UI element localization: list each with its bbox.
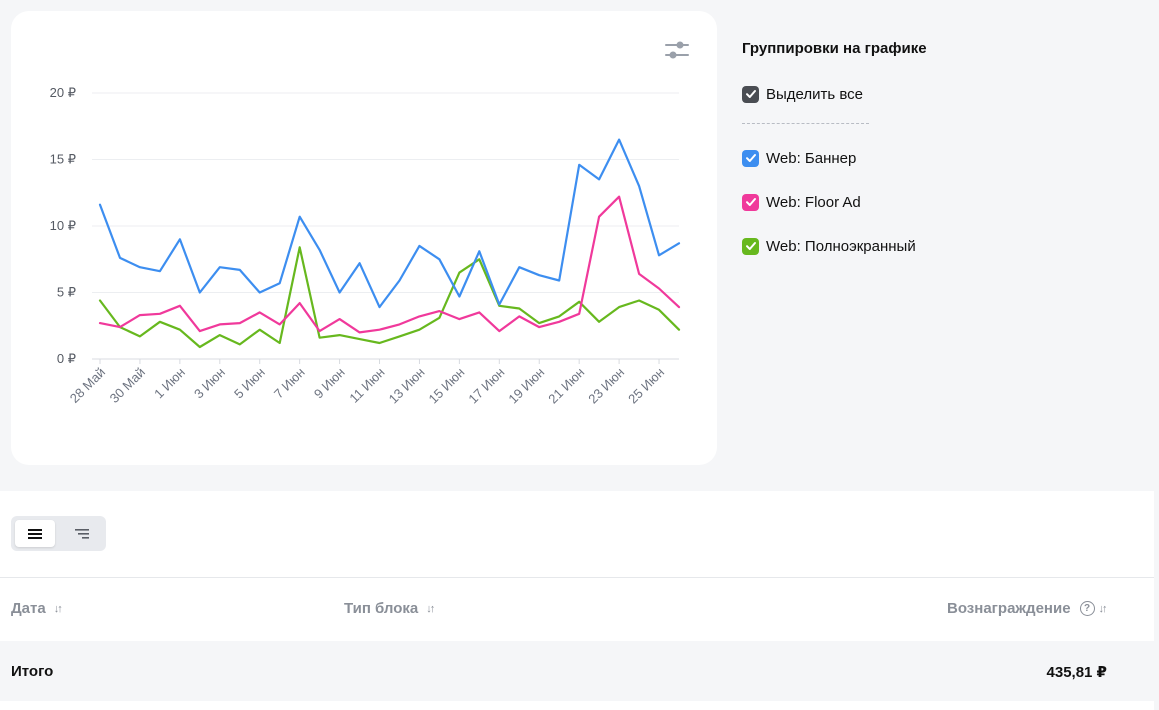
x-tick-label: 3 Июн bbox=[191, 365, 228, 402]
sort-icon: ↓↑ bbox=[1098, 602, 1108, 615]
select-all-checkbox[interactable]: Выделить все bbox=[742, 84, 1042, 104]
y-tick-label: 5 ₽ bbox=[57, 285, 76, 300]
legend-item-banner[interactable]: Web: Баннер bbox=[742, 148, 1042, 168]
x-tick-label: 30 Май bbox=[107, 365, 148, 406]
column-label: Вознаграждение bbox=[947, 600, 1071, 617]
y-tick-label: 0 ₽ bbox=[57, 351, 76, 366]
series-line-1 bbox=[98, 195, 681, 334]
legend-title: Группировки на графике bbox=[742, 40, 927, 57]
x-tick-label: 19 Июн bbox=[505, 365, 547, 407]
legend-item-label: Web: Баннер bbox=[766, 149, 857, 167]
x-tick-label: 1 Июн bbox=[151, 365, 188, 402]
column-header-block-type[interactable]: Тип блока ↓↑ bbox=[344, 600, 435, 617]
chart-card: 0 ₽ 5 ₽ 10 ₽ 15 ₽ 20 ₽ 28 Май 30 Май 1 Июн 3 Июн… bbox=[11, 11, 717, 465]
total-label: Итого bbox=[11, 663, 54, 680]
series-line-0 bbox=[98, 138, 681, 309]
select-all-label: Выделить все bbox=[766, 85, 864, 103]
x-tick-label: 11 Июн bbox=[346, 365, 387, 406]
column-label: Тип блока bbox=[344, 600, 419, 617]
x-tick-label: 15 Июн bbox=[426, 365, 468, 407]
total-value: 435,81 ₽ bbox=[1046, 664, 1107, 681]
total-row: Итого 435,81 ₽ bbox=[0, 641, 1154, 701]
x-tick-label: 9 Июн bbox=[311, 365, 348, 402]
flat-view-button[interactable] bbox=[15, 520, 55, 547]
sort-icon: ↓↑ bbox=[426, 602, 435, 615]
legend-item-label: Web: Floor Ad bbox=[766, 193, 861, 211]
y-tick-label: 15 ₽ bbox=[50, 152, 76, 167]
column-label: Дата bbox=[11, 600, 46, 617]
x-tick-label: 23 Июн bbox=[585, 365, 627, 407]
x-tick-label: 5 Июн bbox=[231, 365, 268, 402]
sliders-icon bbox=[665, 41, 689, 59]
column-header-date[interactable]: Дата ↓↑ bbox=[11, 600, 63, 617]
legend-item-fullscreen[interactable]: Web: Полноэкранный bbox=[742, 236, 1042, 256]
help-icon[interactable]: ? bbox=[1079, 601, 1095, 616]
x-tick-label: 7 Июн bbox=[271, 365, 308, 402]
y-tick-label: 10 ₽ bbox=[50, 218, 76, 233]
tree-view-button[interactable] bbox=[62, 520, 102, 547]
checkmark-icon bbox=[742, 149, 759, 167]
legend-divider bbox=[742, 123, 869, 124]
x-tick-label: 13 Июн bbox=[386, 365, 428, 407]
list-icon bbox=[28, 528, 42, 539]
tree-icon bbox=[75, 528, 89, 539]
legend-item-floor-ad[interactable]: Web: Floor Ad bbox=[742, 192, 1042, 212]
checkmark-icon bbox=[742, 237, 759, 255]
checkmark-icon bbox=[742, 85, 759, 103]
y-tick-label: 20 ₽ bbox=[50, 85, 76, 100]
x-tick-label: 21 Июн bbox=[545, 365, 587, 407]
checkmark-icon bbox=[742, 193, 759, 211]
series-line-2 bbox=[98, 246, 681, 349]
report-table-section: Дата ↓↑ Тип блока ↓↑ Вознаграждение ? ↓↑… bbox=[0, 491, 1154, 710]
chart-legend: Группировки на графике Выделить все Web:… bbox=[742, 40, 1042, 256]
sort-icon: ↓↑ bbox=[53, 602, 63, 615]
x-tick-label: 25 Июн bbox=[625, 365, 667, 407]
chart-settings-button[interactable] bbox=[663, 39, 691, 63]
x-tick-label: 28 Май bbox=[67, 365, 108, 406]
legend-item-label: Web: Полноэкранный bbox=[766, 237, 916, 255]
table-header: Дата ↓↑ Тип блока ↓↑ Вознаграждение ? ↓↑ bbox=[0, 577, 1154, 642]
x-tick-label: 17 Июн bbox=[465, 365, 507, 407]
view-toggle bbox=[11, 516, 106, 551]
column-header-reward[interactable]: Вознаграждение ? ↓↑ bbox=[947, 600, 1108, 617]
